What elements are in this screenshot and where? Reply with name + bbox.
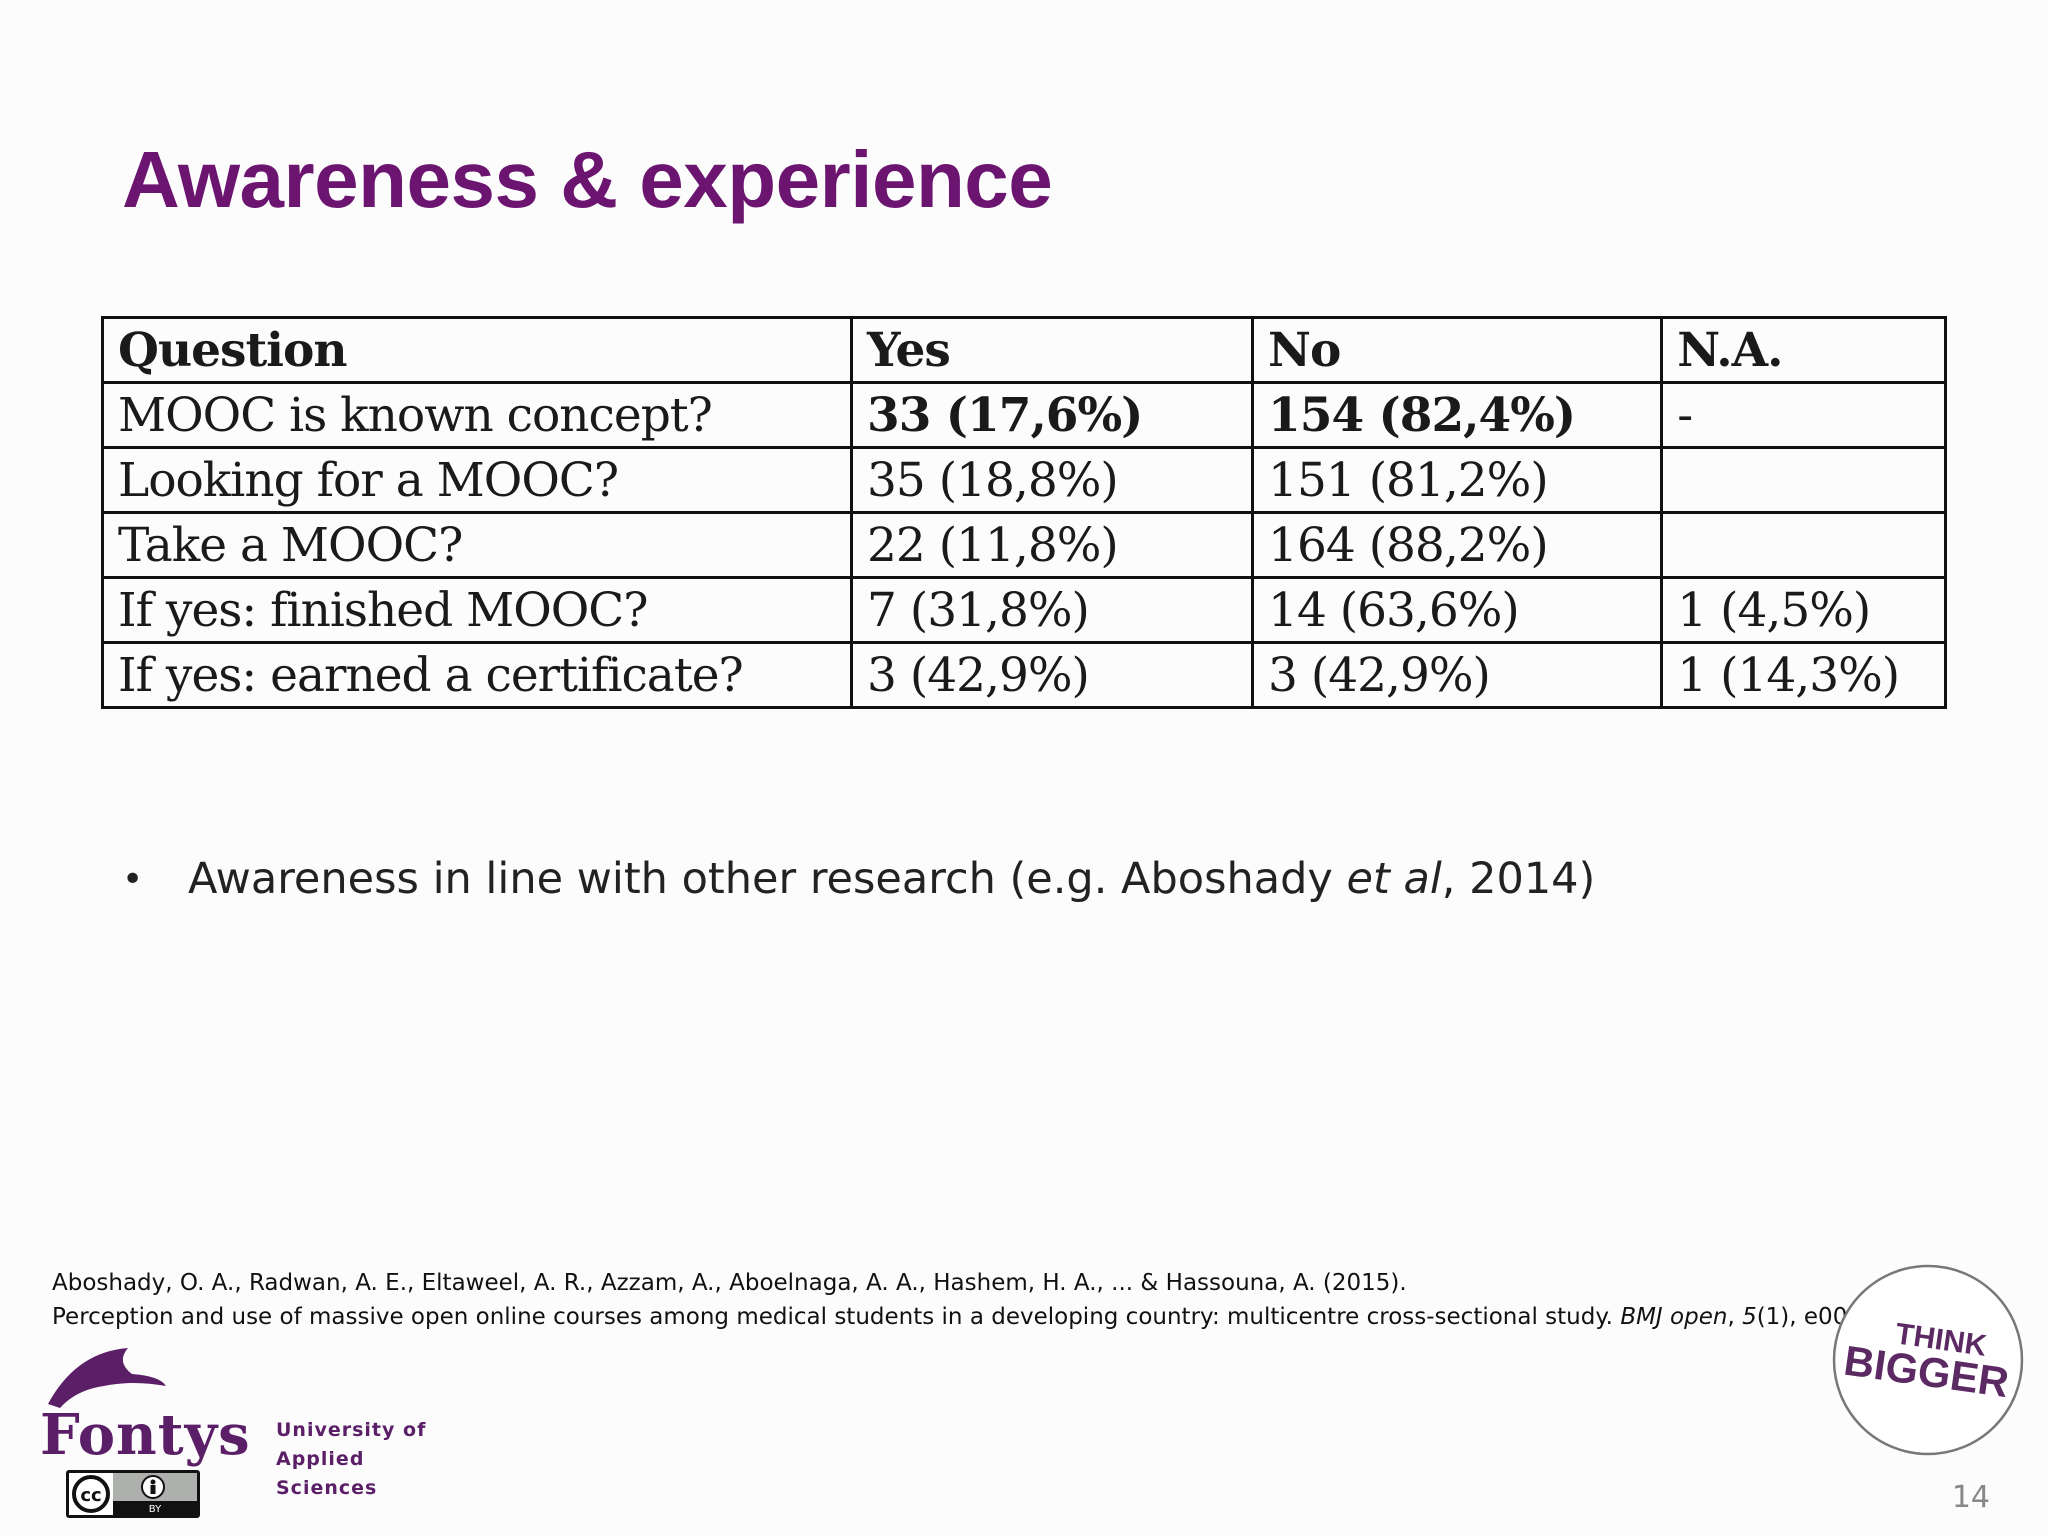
cell-no: 154 (82,4%) bbox=[1251, 381, 1664, 449]
citation-authors: Aboshady, O. A., Radwan, A. E., Eltaweel… bbox=[52, 1270, 1407, 1296]
logo-subtitle-line1: University of bbox=[276, 1419, 427, 1441]
cell-na bbox=[1660, 511, 1947, 579]
cell-question: MOOC is known concept? bbox=[100, 381, 854, 449]
citation-title: Perception and use of massive open onlin… bbox=[52, 1300, 1952, 1334]
dolphin-icon bbox=[48, 1348, 166, 1408]
header-na: N.A. bbox=[1660, 316, 1947, 384]
logo-subtitle: University of Applied Sciences bbox=[276, 1416, 466, 1503]
cell-no: 164 (88,2%) bbox=[1251, 511, 1664, 579]
bullet-dot-icon: • bbox=[122, 858, 144, 900]
bullet-text-italic: et al bbox=[1346, 854, 1442, 904]
citation-title-text: Perception and use of massive open onlin… bbox=[52, 1304, 1621, 1330]
table-row: If yes: finished MOOC? 7 (31,8%) 14 (63,… bbox=[100, 576, 1947, 644]
cc-by-license-badge: cc BY bbox=[66, 1470, 200, 1518]
header-question: Question bbox=[100, 316, 854, 384]
cell-na: - bbox=[1660, 381, 1947, 449]
page-number: 14 bbox=[1951, 1480, 1990, 1515]
survey-table: Question Yes No N.A. MOOC is known conce… bbox=[100, 316, 1947, 709]
citation-volume: 5 bbox=[1742, 1304, 1757, 1330]
fontys-logo: Fontys University of Applied Sciences bbox=[36, 1340, 466, 1499]
bullet-text-end: , 2014) bbox=[1441, 854, 1596, 904]
logo-subtitle-line2: Applied Sciences bbox=[276, 1448, 378, 1499]
cc-label: cc bbox=[80, 1485, 101, 1506]
cell-na: 1 (4,5%) bbox=[1660, 576, 1947, 644]
cell-yes: 22 (11,8%) bbox=[850, 511, 1255, 579]
citation-separator: , bbox=[1727, 1304, 1743, 1330]
table-row: MOOC is known concept? 33 (17,6%) 154 (8… bbox=[100, 381, 1947, 449]
header-no: No bbox=[1251, 316, 1664, 384]
cc-by-icon: cc BY bbox=[69, 1473, 197, 1515]
cell-na bbox=[1660, 446, 1947, 514]
cell-no: 14 (63,6%) bbox=[1251, 576, 1664, 644]
cell-question: Looking for a MOOC? bbox=[100, 446, 854, 514]
bullet-text-main: Awareness in line with other research (e… bbox=[188, 854, 1347, 904]
cell-yes: 7 (31,8%) bbox=[850, 576, 1255, 644]
cell-yes: 33 (17,6%) bbox=[850, 381, 1255, 449]
cell-no: 3 (42,9%) bbox=[1251, 641, 1664, 709]
by-label: BY bbox=[149, 1504, 162, 1515]
cell-yes: 35 (18,8%) bbox=[850, 446, 1255, 514]
bullet-item: • Awareness in line with other research … bbox=[122, 854, 1595, 904]
cell-yes: 3 (42,9%) bbox=[850, 641, 1255, 709]
table-row: Take a MOOC? 22 (11,8%) 164 (88,2%) bbox=[100, 511, 1947, 579]
cell-question: If yes: finished MOOC? bbox=[100, 576, 854, 644]
cell-na: 1 (14,3%) bbox=[1660, 641, 1947, 709]
cell-question: Take a MOOC? bbox=[100, 511, 854, 579]
cell-no: 151 (81,2%) bbox=[1251, 446, 1664, 514]
header-yes: Yes bbox=[850, 316, 1255, 384]
logo-wordmark: Fontys bbox=[40, 1402, 251, 1468]
table-row: If yes: earned a certificate? 3 (42,9%) … bbox=[100, 641, 1947, 709]
slide-title: Awareness & experience bbox=[122, 135, 1053, 224]
cell-question: If yes: earned a certificate? bbox=[100, 641, 854, 709]
table-header-row: Question Yes No N.A. bbox=[100, 316, 1947, 384]
table-row: Looking for a MOOC? 35 (18,8%) 151 (81,2… bbox=[100, 446, 1947, 514]
think-bigger-stamp: THINK BIGGER bbox=[1832, 1264, 2024, 1456]
citation: Aboshady, O. A., Radwan, A. E., Eltaweel… bbox=[52, 1266, 1952, 1334]
bullet-text: Awareness in line with other research (e… bbox=[188, 854, 1595, 904]
citation-journal: BMJ open bbox=[1620, 1304, 1728, 1330]
